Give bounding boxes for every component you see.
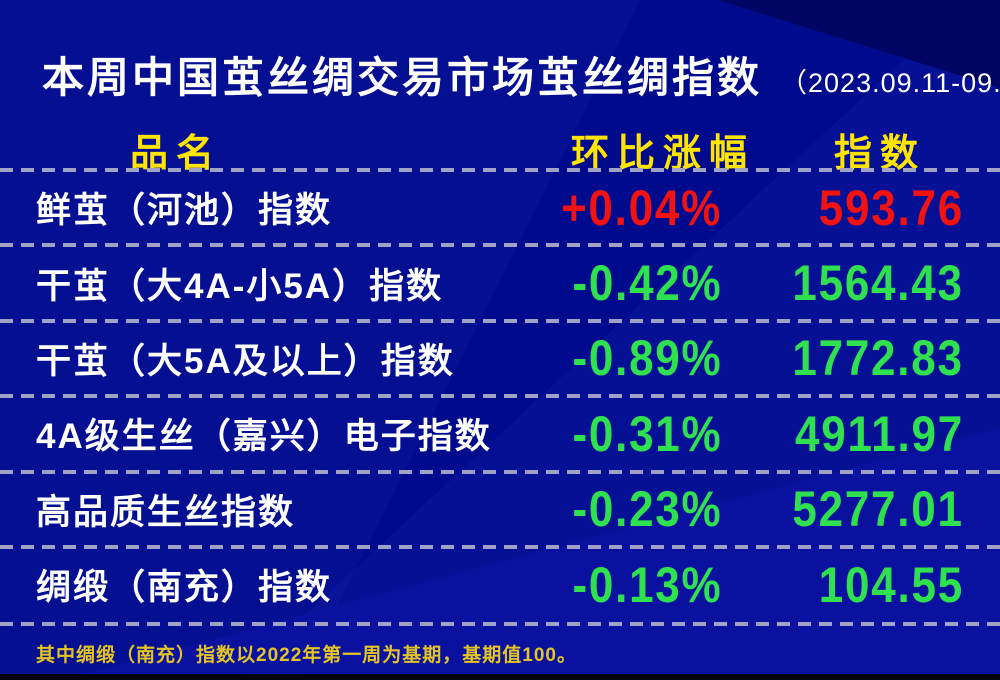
bottom-strip [0, 674, 1000, 680]
table-row-high-quality-raw-silk: 高品质生丝指数 -0.23% 5277.01 [0, 469, 1000, 547]
row-index-value: 1564.43 [792, 255, 964, 312]
row-change-value: -0.89% [572, 330, 722, 387]
row-change-value: -0.31% [572, 405, 722, 462]
row-index-value: 4911.97 [795, 405, 964, 462]
row-change-value: -0.42% [572, 255, 722, 312]
table-row-raw-silk-jiaxing: 4A级生丝（嘉兴）电子指数 -0.31% 4911.97 [0, 394, 1000, 471]
facet-bottom-light [60, 428, 1000, 680]
row-product-name: 4A级生丝（嘉兴）电子指数 [36, 417, 492, 457]
table-row-dry-cocoon-5a-plus: 干茧（大5A及以上）指数 -0.89% 1772.83 [0, 318, 1000, 396]
row-change-value: +0.04% [560, 179, 722, 236]
row-product-name: 高品质生丝指数 [36, 492, 296, 532]
page-title: 本周中国茧丝绸交易市场茧丝绸指数 [42, 54, 763, 101]
footnote: 其中绸缎（南充）指数以2022年第一周为基期，基期值100。 [36, 644, 577, 666]
table-row-fresh-cocoon-hechi: 鲜茧（河池）指数 +0.04% 593.76 [0, 167, 1000, 245]
facet-top-right-dark [718, 0, 1000, 88]
index-table: 鲜茧（河池）指数 +0.04% 593.76 干茧（大4A-小5A）指数 -0.… [0, 167, 1000, 622]
table-row-satin-nanchong: 绸缎（南充）指数 -0.13% 104.55 [0, 544, 1000, 622]
row-product-name: 鲜茧（河池）指数 [36, 191, 333, 231]
title-line: 本周中国茧丝绸交易市场茧丝绸指数 （2023.09.11-09.15） [42, 44, 1000, 105]
row-product-name: 干茧（大5A及以上）指数 [36, 341, 455, 381]
separator [0, 622, 1000, 627]
row-product-name: 干茧（大4A-小5A）指数 [36, 266, 444, 306]
row-index-value: 104.55 [818, 556, 964, 613]
row-index-value: 1772.83 [792, 330, 964, 387]
row-change-value: -0.13% [572, 556, 722, 613]
row-index-value: 593.76 [818, 179, 964, 236]
table-row-dry-cocoon-4a-5a: 干茧（大4A-小5A）指数 -0.42% 1564.43 [0, 243, 1000, 320]
row-index-value: 5277.01 [792, 481, 964, 538]
date-range: （2023.09.11-09.15） [780, 68, 1000, 98]
row-product-name: 绸缎（南充）指数 [36, 568, 333, 608]
masthead: 本周中国茧丝绸交易市场茧丝绸指数 （2023.09.11-09.15） 品名 环… [0, 0, 1000, 175]
row-change-value: -0.23% [572, 481, 722, 538]
